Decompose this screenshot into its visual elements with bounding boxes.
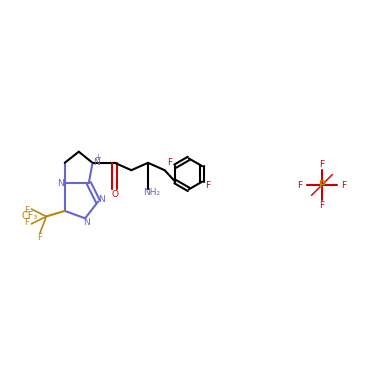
Text: N: N [84, 218, 90, 226]
Text: F: F [297, 181, 302, 189]
Text: F: F [167, 158, 172, 167]
Text: CF₃: CF₃ [21, 211, 38, 222]
Text: NH₂: NH₂ [143, 188, 160, 197]
Text: +: + [95, 153, 101, 162]
Text: F: F [24, 206, 30, 215]
Text: N: N [57, 179, 64, 188]
Text: P: P [318, 180, 326, 190]
Text: F: F [319, 160, 324, 169]
Text: O: O [111, 190, 118, 199]
Text: N: N [94, 158, 100, 167]
Text: F: F [205, 181, 210, 190]
Text: F: F [24, 218, 30, 226]
Text: F: F [319, 201, 324, 210]
Text: N: N [98, 195, 105, 204]
Text: F: F [37, 233, 43, 242]
Text: F: F [342, 181, 347, 189]
